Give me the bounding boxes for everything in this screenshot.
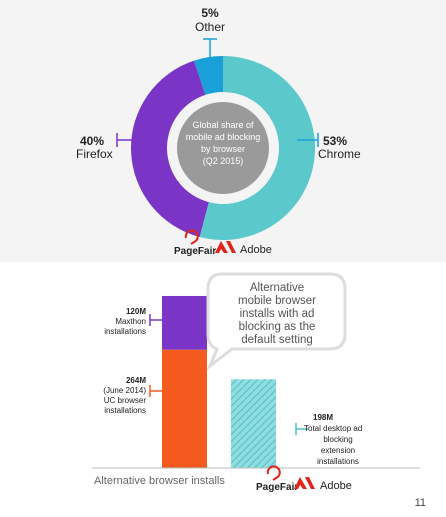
other-percent: 5% xyxy=(201,6,219,20)
uc-annotation: 264M (June 2014) UC browser installation… xyxy=(103,376,162,415)
adobe-mark-icon xyxy=(294,477,315,489)
uc-desc: installations xyxy=(104,406,146,415)
bars xyxy=(162,295,276,468)
donut-slice-firefox xyxy=(130,60,209,237)
donut-chart: Global share of mobile ad blocking by br… xyxy=(76,6,361,257)
chrome-percent: 53% xyxy=(323,134,347,148)
maxthon-value: 120M xyxy=(126,307,146,316)
pagefair-mark-icon xyxy=(184,229,199,245)
desktop-line-1: Total desktop ad xyxy=(304,424,362,433)
bar-1-segment-0 xyxy=(231,379,276,468)
center-label-line-4: (Q2 2015) xyxy=(203,156,244,166)
uc-value: 264M xyxy=(126,376,146,385)
desktop-line-2: blocking xyxy=(323,435,352,444)
slice-label-chrome: 53% Chrome xyxy=(297,133,361,161)
adobe-logo-text: Adobe xyxy=(240,244,272,256)
desktop-line-3: extension xyxy=(321,446,355,455)
uc-name: UC browser xyxy=(104,396,147,405)
callout-line-4: blocking as the xyxy=(239,321,316,333)
page-number: 11 xyxy=(414,497,426,509)
maxthon-annotation: 120M Maxthon installations xyxy=(104,307,162,336)
adobe-logo: Adobe xyxy=(215,241,272,256)
bar-chart: 120M Maxthon installations 264M (June 20… xyxy=(92,272,420,493)
firefox-name: Firefox xyxy=(76,147,113,161)
adobe-logo-text: Adobe xyxy=(320,480,352,492)
pagefair-logo-text: PageFair xyxy=(256,482,298,493)
adobe-mark-icon xyxy=(215,241,236,253)
desktop-line-4: installations xyxy=(317,457,359,466)
pagefair-logo: PageFair xyxy=(256,465,298,493)
chrome-name: Chrome xyxy=(318,147,361,161)
callout-line-3: installs with ad xyxy=(240,308,315,320)
callout-bubble: Alternative mobile browser installs with… xyxy=(206,272,347,371)
slice-label-other: 5% Other xyxy=(195,6,225,58)
donut-slice-chrome xyxy=(199,56,315,240)
bar-0-segment-1 xyxy=(162,295,207,350)
other-name: Other xyxy=(195,20,225,34)
callout-line-1: Alternative xyxy=(250,282,304,294)
bars-logos: PageFair Adobe xyxy=(256,465,352,493)
desktop-annotation: 198M Total desktop ad blocking extension… xyxy=(295,413,362,466)
donut-slices xyxy=(130,56,315,240)
pagefair-logo: PageFair xyxy=(174,229,216,257)
donut-logos: PageFair Adobe xyxy=(174,229,272,257)
maxthon-desc: installations xyxy=(104,327,146,336)
callout-line-5: default setting xyxy=(241,334,313,346)
x-axis-label: Alternative browser installs xyxy=(94,475,225,487)
pagefair-logo-text: PageFair xyxy=(174,246,216,257)
maxthon-name: Maxthon xyxy=(115,317,146,326)
callout-line-2: mobile browser xyxy=(238,295,316,307)
pagefair-mark-icon xyxy=(266,465,281,481)
desktop-value: 198M xyxy=(313,413,333,422)
slice-label-firefox: 40% Firefox xyxy=(76,133,148,161)
firefox-percent: 40% xyxy=(80,134,104,148)
adobe-logo: Adobe xyxy=(294,477,352,492)
donut-center-label: Global share of mobile ad blocking by br… xyxy=(186,120,261,166)
center-label-line-1: Global share of xyxy=(192,120,254,130)
center-label-line-3: by browser xyxy=(201,144,245,154)
bar-0-segment-0 xyxy=(162,349,207,468)
uc-date: (June 2014) xyxy=(103,386,146,395)
center-label-line-2: mobile ad blocking xyxy=(186,132,261,142)
donut-center xyxy=(177,102,269,194)
donut-slice-other xyxy=(194,56,223,95)
